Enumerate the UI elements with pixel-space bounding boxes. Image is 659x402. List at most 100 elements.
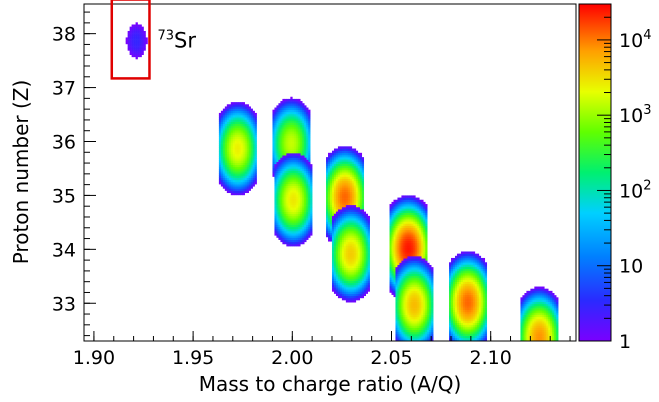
heatmap-bin xyxy=(341,284,345,288)
heatmap-bin xyxy=(286,168,289,171)
heatmap-bin xyxy=(367,276,370,279)
heatmap-bin xyxy=(276,228,279,232)
heatmap-bin xyxy=(280,187,283,191)
heatmap-bin xyxy=(284,164,287,167)
heatmap-bin xyxy=(419,225,422,229)
heatmap-bin xyxy=(290,205,293,208)
heatmap-bin xyxy=(361,195,365,199)
heatmap-bin xyxy=(220,160,224,163)
heatmap-bin xyxy=(276,109,279,113)
heatmap-bin xyxy=(290,194,293,197)
heatmap-bin xyxy=(341,180,345,184)
heatmap-bin xyxy=(310,202,313,206)
heatmap-bin xyxy=(413,216,416,220)
heatmap-bin xyxy=(286,153,289,156)
heatmap-bin xyxy=(232,169,236,172)
heatmap-bin xyxy=(310,211,313,215)
heatmap-bin xyxy=(218,177,222,181)
heatmap-bin xyxy=(341,152,345,156)
heatmap-bin xyxy=(137,30,140,34)
heatmap-bin xyxy=(308,150,311,154)
heatmap-bin xyxy=(284,231,287,234)
heatmap-bin xyxy=(351,161,355,164)
heatmap-bin xyxy=(421,199,424,203)
heatmap-bin xyxy=(409,216,412,220)
heatmap-bin xyxy=(409,225,412,229)
heatmap-bin xyxy=(240,188,244,191)
heatmap-bin xyxy=(306,179,309,182)
heatmap-bin xyxy=(284,198,287,202)
heatmap-bin xyxy=(242,102,245,105)
heatmap-bin xyxy=(339,187,343,190)
heatmap-bin xyxy=(335,157,339,160)
heatmap-bin xyxy=(240,179,244,183)
heatmap-bin xyxy=(423,249,426,252)
heatmap-bin xyxy=(351,202,355,205)
heatmap-bin xyxy=(276,154,279,158)
heatmap-bin xyxy=(337,280,341,284)
heatmap-bin xyxy=(407,234,410,237)
heatmap-bin xyxy=(282,192,285,195)
heatmap-bin xyxy=(282,209,285,212)
heatmap-bin xyxy=(308,129,311,132)
heatmap-bin xyxy=(351,172,355,175)
heatmap-bin xyxy=(335,250,339,253)
heatmap-bin xyxy=(335,289,339,292)
heatmap-bin xyxy=(302,211,305,215)
heatmap-bin xyxy=(389,260,392,263)
heatmap-bin xyxy=(359,271,363,275)
heatmap-bin xyxy=(355,191,359,195)
heatmap-bin xyxy=(339,211,343,215)
heatmap-bin xyxy=(411,234,414,237)
heatmap-bin xyxy=(389,240,392,244)
heatmap-bin xyxy=(278,170,281,174)
heatmap-bin xyxy=(423,240,426,244)
heatmap-bin xyxy=(280,194,283,197)
heatmap-bin xyxy=(248,158,251,161)
heatmap-bin xyxy=(286,111,289,115)
heatmap-bin xyxy=(391,216,394,220)
heatmap-bin xyxy=(333,178,337,182)
heatmap-bin xyxy=(425,345,427,347)
heatmap-bin xyxy=(218,134,222,137)
heatmap-bin xyxy=(139,48,142,51)
heatmap-bin xyxy=(421,234,424,237)
heatmap-bin xyxy=(234,143,238,146)
heatmap-bin xyxy=(361,215,365,219)
heatmap-bin xyxy=(393,270,396,274)
heatmap-bin xyxy=(238,121,242,125)
heatmap-bin xyxy=(363,282,367,286)
heatmap-bin xyxy=(355,267,359,271)
heatmap-bin xyxy=(339,209,343,212)
heatmap-bin xyxy=(335,218,339,221)
heatmap-bin xyxy=(232,132,236,135)
heatmap-bin xyxy=(425,208,428,211)
heatmap-bin xyxy=(359,250,363,253)
heatmap-bin xyxy=(284,142,287,145)
heatmap-bin xyxy=(407,240,410,244)
heatmap-bin xyxy=(302,174,305,178)
heatmap-bin xyxy=(302,177,305,180)
heatmap-bin xyxy=(294,209,297,212)
heatmap-bin xyxy=(282,107,285,110)
heatmap-bin xyxy=(310,190,313,193)
heatmap-bin xyxy=(236,177,240,181)
heatmap-bin xyxy=(363,231,367,234)
heatmap-bin xyxy=(357,163,361,167)
heatmap-bin xyxy=(337,146,341,149)
heatmap-bin xyxy=(337,215,341,219)
heatmap-bin xyxy=(308,220,311,223)
heatmap-bin xyxy=(335,243,339,247)
heatmap-bin xyxy=(328,221,331,225)
heatmap-bin xyxy=(347,152,351,156)
heatmap-bin xyxy=(278,174,281,178)
heatmap-bin xyxy=(391,206,394,209)
heatmap-bin xyxy=(345,282,349,286)
heatmap-bin xyxy=(389,290,392,293)
heatmap-bin xyxy=(337,284,341,288)
heatmap-bin xyxy=(357,287,361,290)
heatmap-bin xyxy=(300,237,303,240)
heatmap-bin xyxy=(302,215,305,219)
heatmap-bin xyxy=(246,117,249,120)
heatmap-bin xyxy=(391,212,394,216)
